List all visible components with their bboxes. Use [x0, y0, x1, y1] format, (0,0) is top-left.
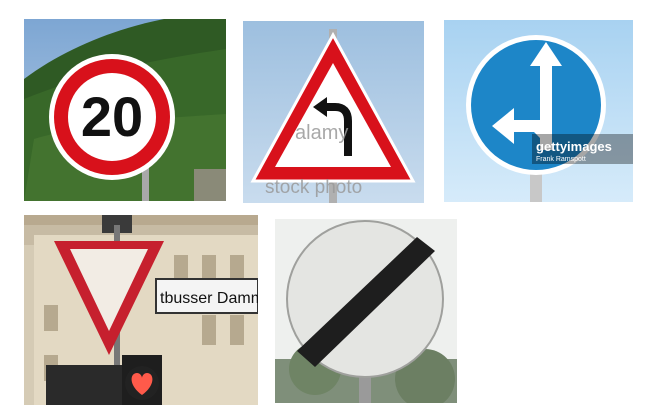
mandatory-direction-photo: gettyimages Frank Ramspott: [444, 20, 633, 202]
curve-warning-photo: alamy stock photo: [243, 21, 424, 203]
street-sign-text: tbusser Damm: [160, 290, 258, 307]
watermark-brand: alamy: [295, 122, 348, 144]
curve-warning-scene: alamy stock photo: [243, 21, 424, 203]
straight-or-left-arrow-icon: [492, 42, 562, 150]
sign-face: [68, 73, 156, 161]
end-restrictions-photo: [275, 219, 457, 403]
watermark-credit: Frank Ramspott: [536, 156, 586, 163]
getty-watermark-bg: [532, 134, 633, 164]
watermark-getty: gettyimages: [536, 139, 612, 154]
blue-sign-face: [471, 40, 601, 170]
curve-arrow-icon: [325, 103, 352, 156]
yield-face: [70, 249, 148, 331]
diagonal-stripe: [297, 237, 435, 367]
end-restrictions-scene: [275, 219, 457, 403]
triangle-face: [275, 63, 391, 167]
speed-limit-number: 20: [81, 85, 143, 148]
street-sign: [155, 278, 258, 314]
mandatory-direction-scene: gettyimages Frank Ramspott: [444, 20, 633, 202]
watermark-line2: stock photo: [265, 177, 362, 198]
speed-limit-scene: 20: [24, 19, 226, 201]
heart-light-icon: [131, 373, 153, 395]
yield-street-scene: tbusser Damm: [24, 215, 258, 405]
speed-limit-photo: 20: [24, 19, 226, 201]
yield-street-photo: tbusser Damm: [24, 215, 258, 405]
